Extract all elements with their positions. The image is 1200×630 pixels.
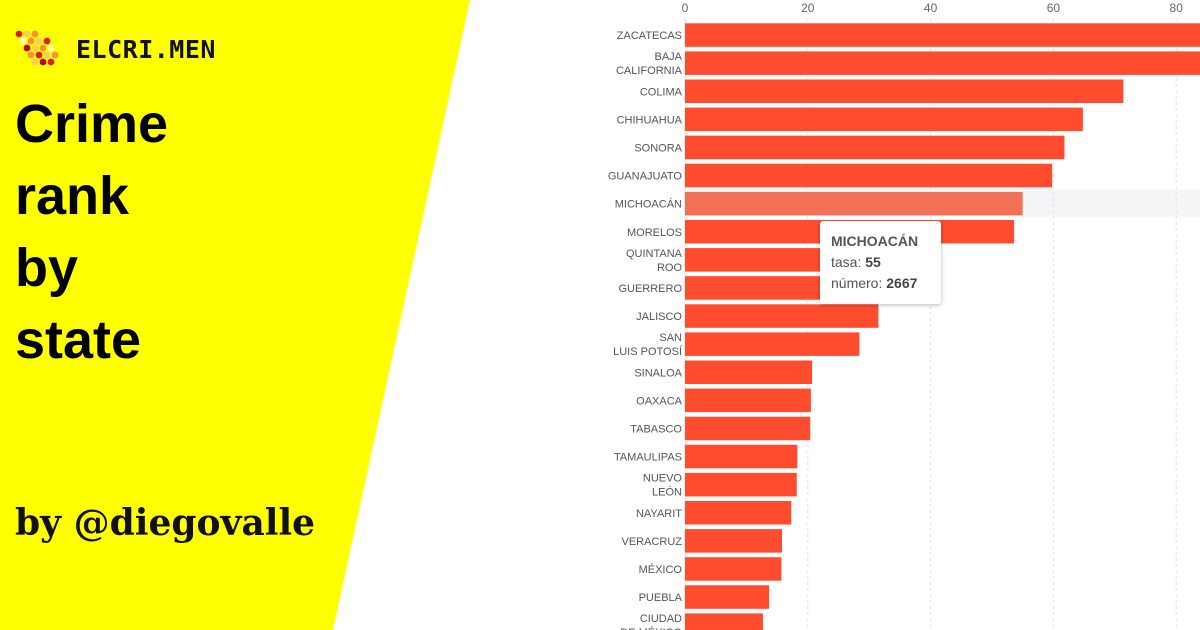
- category-label: MICHOACÁN: [615, 198, 682, 211]
- category-label: SAN: [659, 332, 682, 344]
- category-label: OAXACA: [636, 395, 683, 407]
- category-label: COLIMA: [640, 86, 683, 98]
- category-label: GUERRERO: [618, 283, 682, 295]
- bar[interactable]: [685, 557, 782, 581]
- tooltip-rate-value: 55: [865, 254, 881, 270]
- category-label: ROO: [657, 262, 683, 274]
- bar[interactable]: [685, 360, 813, 385]
- bar[interactable]: [685, 163, 1053, 188]
- category-label: SINALOA: [634, 367, 682, 379]
- title-line: by: [15, 238, 79, 298]
- x-tick-label: 0: [682, 1, 689, 15]
- category-label: MÉXICO: [639, 563, 683, 576]
- title-line: Crime: [15, 94, 169, 154]
- bar[interactable]: [685, 304, 879, 328]
- bar[interactable]: [685, 585, 770, 609]
- category-label: SONORA: [634, 142, 682, 154]
- category-label: CHIHUAHUA: [617, 114, 683, 126]
- category-label: MORELOS: [627, 227, 682, 239]
- brand-logo[interactable]: ELCRI.MEN: [14, 28, 216, 70]
- category-label: DE MÉXICO: [620, 626, 682, 630]
- bar[interactable]: [685, 444, 798, 469]
- tooltip-count-row: número: 2667: [831, 273, 931, 294]
- category-label: VERACRUZ: [621, 536, 682, 548]
- category-label: CALIFORNIA: [616, 65, 683, 77]
- category-label: NUEVO: [643, 473, 683, 485]
- bar[interactable]: [685, 388, 811, 413]
- bar[interactable]: [685, 191, 1023, 216]
- category-label: LUIS POTOSÍ: [613, 345, 683, 358]
- tooltip-count-label: número:: [831, 275, 883, 291]
- x-tick-label: 80: [1170, 1, 1184, 15]
- bar[interactable]: [685, 79, 1124, 104]
- category-label: JALISCO: [636, 311, 682, 323]
- category-label: GUANAJUATO: [608, 171, 683, 183]
- category-label: QUINTANA: [626, 248, 683, 260]
- page-title: Crime rank by state: [15, 88, 168, 376]
- category-label: TABASCO: [630, 423, 682, 435]
- x-tick-label: 60: [1047, 1, 1061, 15]
- bar[interactable]: [685, 51, 1200, 75]
- bar[interactable]: [685, 107, 1083, 132]
- brand-name: ELCRI.MEN: [76, 34, 216, 64]
- author-byline[interactable]: by @diegovalle: [15, 502, 316, 544]
- tooltip-state: MICHOACÁN: [831, 233, 919, 249]
- tooltip-rate-label: tasa:: [831, 254, 862, 270]
- bar[interactable]: [685, 23, 1200, 47]
- category-label: CIUDAD: [640, 613, 682, 625]
- title-line: state: [15, 310, 142, 370]
- bar[interactable]: [685, 529, 783, 553]
- bar-tooltip: MICHOACÁN tasa: 55 número: 2667: [820, 221, 941, 304]
- title-line: rank: [15, 166, 130, 226]
- tooltip-rate-row: tasa: 55: [831, 252, 931, 273]
- category-label: TAMAULIPAS: [614, 452, 682, 464]
- tooltip-count-value: 2667: [886, 275, 918, 291]
- category-label: NAYARIT: [636, 508, 682, 520]
- bar[interactable]: [685, 501, 792, 525]
- bar[interactable]: [685, 613, 763, 630]
- category-label: LEÓN: [652, 486, 682, 499]
- category-label: ZACATECAS: [617, 30, 682, 42]
- category-label: BAJA: [654, 51, 682, 63]
- bar[interactable]: [685, 472, 797, 497]
- bar[interactable]: [685, 332, 860, 356]
- logo-mark-icon: [15, 30, 59, 66]
- x-tick-label: 40: [924, 1, 938, 15]
- bar[interactable]: [685, 135, 1065, 160]
- category-label: PUEBLA: [639, 592, 683, 604]
- bar[interactable]: [685, 416, 811, 441]
- x-tick-label: 20: [801, 1, 815, 15]
